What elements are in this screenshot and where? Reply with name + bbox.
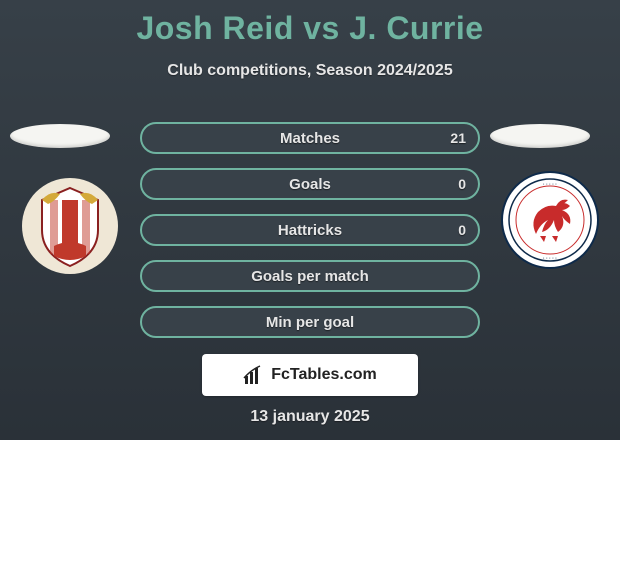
stat-label: Goals: [289, 176, 331, 193]
stat-value-right: 0: [458, 176, 466, 192]
club-crest-left: [20, 176, 120, 276]
bar-chart-icon: [243, 364, 265, 386]
stat-label: Min per goal: [266, 314, 354, 331]
player-placeholder-right: [490, 124, 590, 148]
stat-value-right: 21: [450, 130, 466, 146]
shield-crest-icon: [20, 176, 120, 276]
stat-row-hattricks: Hattricks 0: [140, 214, 480, 246]
club-crest-right: · · · · · · · · · ·: [500, 170, 600, 270]
brand-text: FcTables.com: [271, 366, 377, 384]
svg-text:· · · · ·: · · · · ·: [543, 256, 557, 262]
brand-badge[interactable]: FcTables.com: [202, 354, 418, 396]
snapshot-date: 13 january 2025: [0, 408, 620, 426]
stat-label: Goals per match: [251, 268, 369, 285]
stat-row-matches: Matches 21: [140, 122, 480, 154]
svg-text:· · · · ·: · · · · ·: [543, 182, 557, 188]
stat-row-min-per-goal: Min per goal: [140, 306, 480, 338]
season-subtitle: Club competitions, Season 2024/2025: [0, 62, 620, 80]
page-title: Josh Reid vs J. Currie: [0, 10, 620, 47]
stat-row-goals: Goals 0: [140, 168, 480, 200]
stats-list: Matches 21 Goals 0 Hattricks 0 Goals per…: [140, 122, 480, 338]
stat-label: Matches: [280, 130, 340, 147]
player-placeholder-left: [10, 124, 110, 148]
stat-row-goals-per-match: Goals per match: [140, 260, 480, 292]
stat-label: Hattricks: [278, 222, 342, 239]
dragon-roundel-icon: · · · · · · · · · ·: [500, 170, 600, 270]
stat-value-right: 0: [458, 222, 466, 238]
